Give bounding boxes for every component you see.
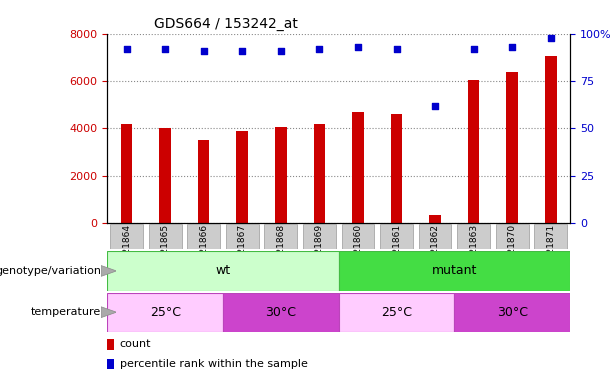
- Bar: [121, 124, 132, 223]
- Text: GSM21863: GSM21863: [469, 224, 478, 273]
- Text: GSM21860: GSM21860: [354, 224, 362, 273]
- Bar: [419, 224, 452, 249]
- Bar: [457, 224, 490, 249]
- Text: GDS664 / 153242_at: GDS664 / 153242_at: [153, 17, 297, 32]
- Text: wt: wt: [215, 264, 230, 278]
- Bar: [314, 124, 325, 223]
- Point: [121, 46, 131, 52]
- Point: [430, 103, 440, 109]
- Text: genotype/variation: genotype/variation: [0, 266, 101, 276]
- Point: [469, 46, 479, 52]
- Bar: [237, 131, 248, 223]
- Bar: [303, 224, 336, 249]
- Bar: [110, 224, 143, 249]
- Point: [237, 48, 247, 54]
- Text: 30°C: 30°C: [497, 306, 528, 319]
- Text: 25°C: 25°C: [381, 306, 412, 319]
- Text: GSM21868: GSM21868: [276, 224, 285, 273]
- Bar: [226, 224, 259, 249]
- Point: [199, 48, 208, 54]
- Point: [546, 34, 556, 40]
- Text: temperature: temperature: [31, 307, 101, 317]
- Bar: [188, 224, 220, 249]
- Bar: [107, 358, 114, 369]
- Bar: [107, 292, 223, 332]
- Bar: [454, 292, 570, 332]
- Text: count: count: [120, 339, 151, 349]
- Text: percentile rank within the sample: percentile rank within the sample: [120, 359, 308, 369]
- Bar: [338, 251, 570, 291]
- Bar: [159, 128, 171, 223]
- Text: GSM21870: GSM21870: [508, 224, 517, 273]
- Text: GSM21864: GSM21864: [122, 224, 131, 273]
- Bar: [352, 112, 364, 223]
- Text: mutant: mutant: [432, 264, 477, 278]
- Point: [392, 46, 402, 52]
- Bar: [429, 215, 441, 223]
- Bar: [535, 224, 567, 249]
- Polygon shape: [101, 266, 116, 276]
- Bar: [390, 114, 402, 223]
- Point: [160, 46, 170, 52]
- Bar: [198, 140, 210, 223]
- Point: [276, 48, 286, 54]
- Bar: [496, 224, 528, 249]
- Bar: [506, 72, 518, 223]
- Polygon shape: [101, 307, 116, 318]
- Bar: [107, 251, 338, 291]
- Bar: [338, 292, 454, 332]
- Bar: [107, 339, 114, 350]
- Text: 30°C: 30°C: [265, 306, 296, 319]
- Text: GSM21866: GSM21866: [199, 224, 208, 273]
- Text: GSM21865: GSM21865: [161, 224, 170, 273]
- Text: GSM21861: GSM21861: [392, 224, 401, 273]
- Bar: [341, 224, 375, 249]
- Bar: [149, 224, 181, 249]
- Point: [508, 44, 517, 50]
- Bar: [264, 224, 297, 249]
- Point: [314, 46, 324, 52]
- Bar: [380, 224, 413, 249]
- Bar: [275, 127, 287, 223]
- Text: GSM21867: GSM21867: [238, 224, 247, 273]
- Bar: [545, 56, 557, 223]
- Bar: [468, 80, 479, 223]
- Text: GSM21862: GSM21862: [430, 224, 440, 273]
- Text: GSM21871: GSM21871: [546, 224, 555, 273]
- Text: GSM21869: GSM21869: [315, 224, 324, 273]
- Text: 25°C: 25°C: [150, 306, 181, 319]
- Bar: [223, 292, 338, 332]
- Point: [353, 44, 363, 50]
